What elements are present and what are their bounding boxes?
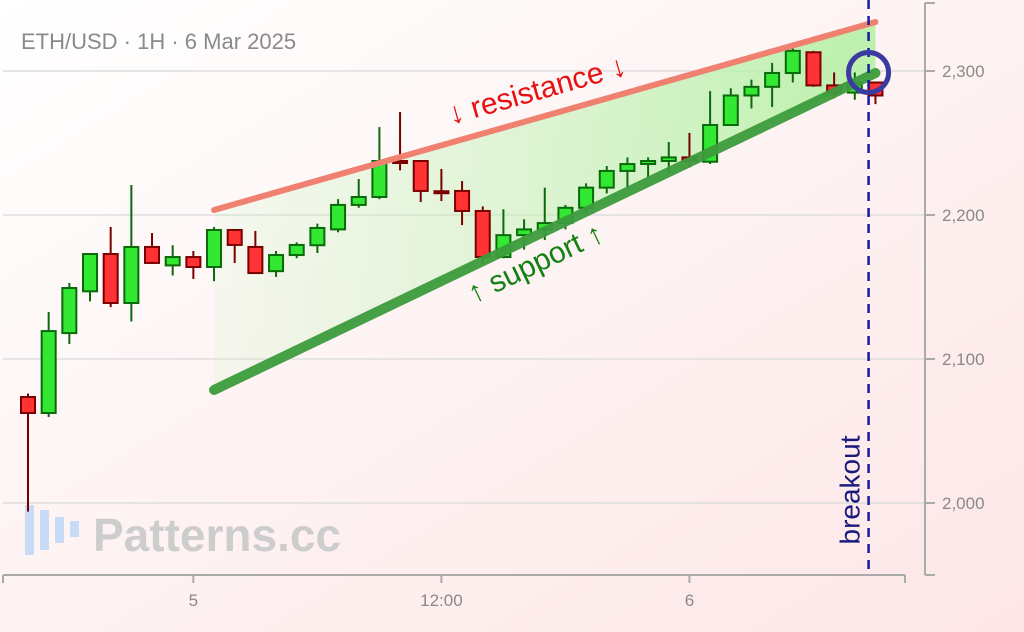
candle-body: [640, 160, 657, 166]
resistance-line: [211, 19, 879, 213]
candle-body: [764, 72, 781, 88]
y-tick-label: 2,100: [942, 350, 985, 369]
candle-body: [61, 287, 78, 335]
y-tick-label: 2,200: [942, 206, 985, 225]
candle-body: [268, 254, 285, 273]
axes: [2, 2, 935, 583]
candle-body: [20, 396, 36, 414]
y-tick-label: 2,300: [942, 62, 985, 81]
candle-body: [350, 196, 367, 206]
candle-body: [412, 160, 429, 192]
candle-bullish: [61, 282, 78, 345]
candle-bullish: [598, 166, 615, 194]
candle-bearish: [226, 228, 243, 263]
candle-bearish: [144, 233, 161, 264]
candle-body: [102, 253, 119, 304]
candle-bullish: [784, 45, 801, 83]
candle-bullish: [743, 79, 760, 109]
candle-bullish: [268, 251, 285, 277]
candle-body: [288, 243, 305, 257]
candle-bearish: [433, 168, 450, 202]
candle-bullish: [164, 245, 181, 276]
candle-bullish: [123, 185, 140, 322]
candle-bullish: [619, 157, 636, 188]
candle-body: [722, 94, 739, 127]
candle-body: [40, 330, 57, 414]
x-tick-label: 5: [189, 591, 198, 610]
candle-bullish: [330, 199, 347, 233]
support-line: [209, 68, 881, 395]
candle-body: [164, 256, 181, 267]
chart-title: ETH/USD · 1H · 6 Mar 2025: [21, 29, 296, 54]
candle-body: [660, 156, 677, 162]
x-tick-label: 12:00: [420, 591, 463, 610]
candle-body: [784, 49, 801, 75]
candle-body: [743, 85, 760, 97]
candle-body: [598, 169, 615, 189]
y-axis-ticks: 2,000 2,100 2,200 2,300: [925, 62, 985, 513]
candle-bearish: [454, 181, 471, 226]
candle-body: [433, 190, 450, 195]
candle-body: [309, 226, 326, 247]
candle-bearish: [412, 160, 429, 203]
watermark: Patterns.cc: [25, 505, 341, 561]
candle-body: [226, 228, 243, 246]
candle-body: [330, 203, 347, 231]
candle-bullish: [309, 223, 326, 254]
candle-bearish: [20, 393, 36, 512]
candle-body: [144, 245, 161, 264]
candle-bullish: [350, 179, 367, 208]
candle-body: [185, 256, 202, 268]
candle-body: [805, 51, 822, 87]
candle-body: [206, 228, 223, 268]
candle-bullish: [82, 253, 99, 302]
watermark-text: Patterns.cc: [93, 509, 341, 561]
candle-bearish: [805, 50, 822, 87]
candle-body: [619, 163, 636, 172]
candle-bullish: [206, 226, 223, 282]
candle-body: [454, 189, 471, 212]
candle-body: [516, 228, 533, 237]
breakout-label: breakout: [835, 435, 866, 544]
candle-bearish: [247, 230, 264, 275]
candle-body: [123, 245, 140, 304]
candle-body: [82, 253, 99, 293]
candle-bullish: [722, 88, 739, 127]
candle-bullish: [288, 242, 305, 259]
breakout-circle: [846, 49, 892, 95]
candles: [20, 45, 884, 512]
candle-bullish: [764, 62, 781, 107]
x-tick-label: 6: [685, 591, 694, 610]
candle-body: [474, 209, 491, 259]
candle-bearish: [102, 226, 119, 308]
candle-bullish: [640, 157, 657, 178]
candle-body: [247, 245, 264, 275]
candle-bullish: [40, 312, 57, 418]
x-axis-ticks: 5 12:00 6: [189, 575, 694, 610]
y-tick-label: 2,000: [942, 494, 985, 513]
candle-bearish: [185, 251, 202, 279]
